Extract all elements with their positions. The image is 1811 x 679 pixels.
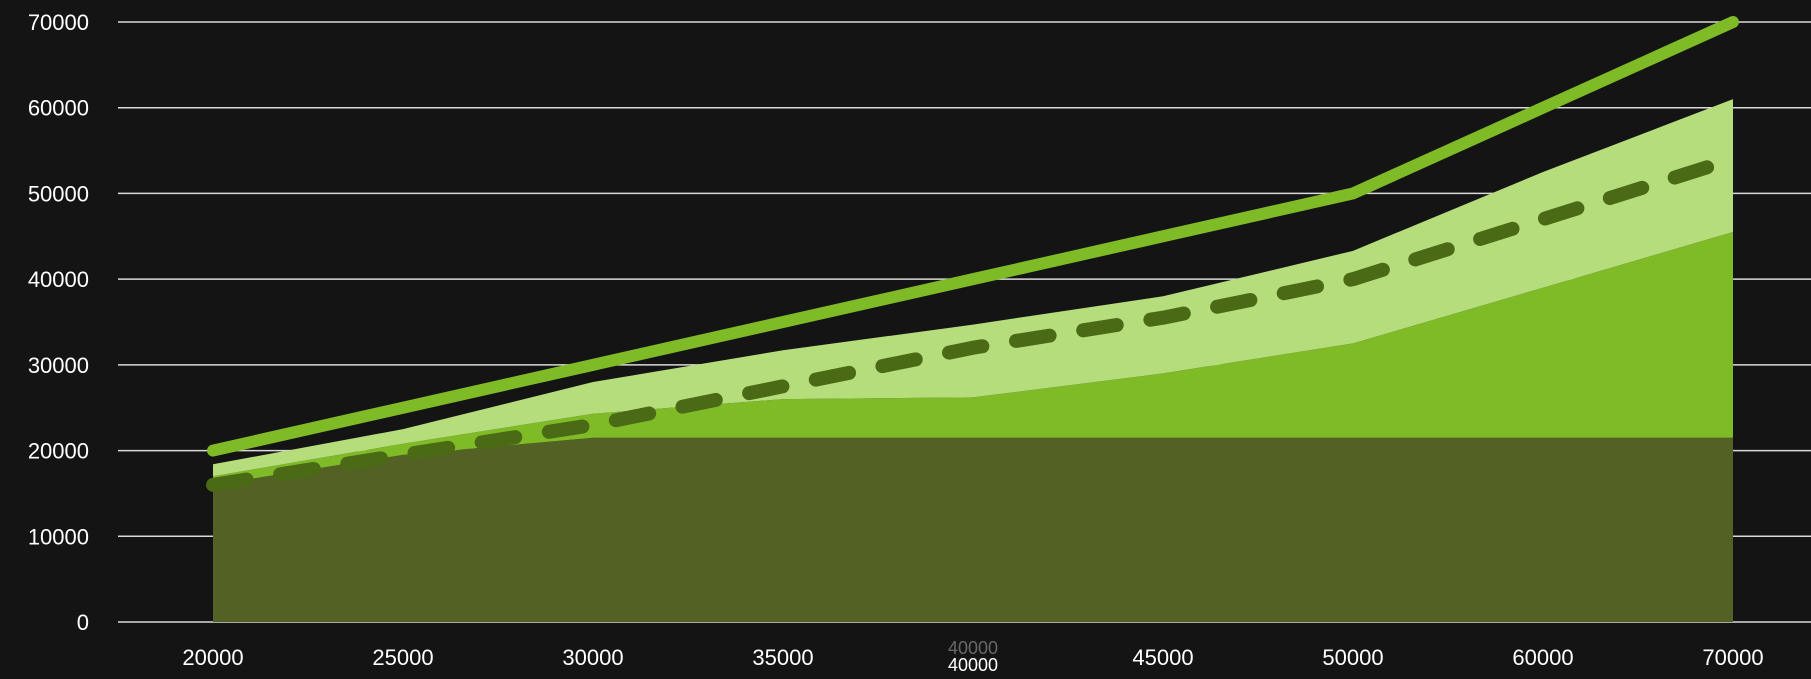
y-tick-label: 60000 — [28, 96, 89, 121]
y-tick-label: 10000 — [28, 524, 89, 549]
x-tick-label: 20000 — [182, 645, 243, 670]
y-tick-label: 40000 — [28, 267, 89, 292]
area-series-1 — [213, 437, 1733, 622]
x-tick-label: 40000 — [948, 655, 998, 675]
solid-series-line — [207, 16, 1739, 457]
x-tick-label: 30000 — [562, 645, 623, 670]
y-tick-label: 0 — [77, 610, 89, 635]
x-tick-label-overlap: 40000 — [948, 638, 998, 658]
x-tick-label: 45000 — [1132, 645, 1193, 670]
x-axis-ticks: 20000 25000 30000 35000 40000 45000 50000 60000… — [182, 638, 1763, 675]
x-tick-label: 70000 — [1702, 645, 1763, 670]
y-tick-label: 70000 — [28, 10, 89, 35]
y-tick-label: 20000 — [28, 439, 89, 464]
stacked-areas — [213, 99, 1733, 622]
x-tick-label: 50000 — [1322, 645, 1383, 670]
series-lines — [206, 16, 1740, 492]
x-tick-label: 35000 — [752, 645, 813, 670]
y-tick-label: 30000 — [28, 353, 89, 378]
area-series-3 — [213, 99, 1733, 477]
area-series-2 — [213, 232, 1733, 485]
y-tick-label: 50000 — [28, 181, 89, 206]
dashed-series-line — [206, 152, 1740, 492]
y-axis-ticks: 0 10000 20000 30000 40000 50000 60000 70000 — [28, 10, 89, 635]
x-tick-label: 60000 — [1512, 645, 1573, 670]
x-tick-label: 25000 — [372, 645, 433, 670]
